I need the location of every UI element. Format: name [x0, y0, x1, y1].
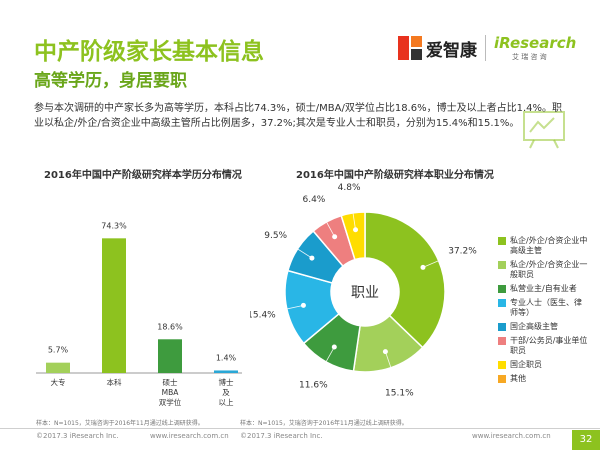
slice-value-label: 11.6%	[299, 381, 328, 391]
leader-line	[385, 351, 396, 382]
slice-marker	[331, 344, 337, 350]
slice-value-label: 4.8%	[338, 183, 361, 193]
footer-copyright-left: ©2017.3 iResearch Inc.	[36, 432, 119, 440]
legend-label: 私企/外企/合资企业一般职员	[510, 260, 588, 279]
pie-legend: 私企/外企/合资企业中高级主管 私企/外企/合资企业一般职员私营业主/自有业者专业…	[498, 236, 588, 388]
footer-copyright-right: ©2017.3 iResearch Inc.	[240, 432, 323, 440]
bar-category-label: 以上	[219, 398, 234, 407]
footer-url-right: www.iresearch.com.cn	[472, 432, 551, 440]
chalkboard-icon	[523, 111, 565, 149]
legend-item: 干部/公务员/事业单位职员	[498, 336, 588, 356]
page-number: 32	[572, 430, 600, 450]
occupation-donut-chart: 37.2% 15.1% 11.6% 15.4% 9.5% 6.4% 4.8% 职业	[250, 183, 477, 398]
bar-value-label: 18.6%	[157, 322, 183, 331]
bar-category-label: MBA	[162, 388, 180, 397]
legend-swatch	[498, 237, 506, 245]
leader-line	[422, 254, 452, 268]
bar-category-label: 本科	[107, 377, 122, 387]
bar-category-label: 及	[222, 388, 230, 397]
legend-swatch	[498, 323, 506, 331]
slice-marker	[332, 234, 338, 240]
slice-value-label: 37.2%	[448, 247, 477, 257]
legend-swatch	[498, 285, 506, 293]
brand-logo-text: 爱智康	[426, 40, 477, 61]
donut-slice	[340, 211, 366, 261]
leader-line	[318, 346, 335, 375]
description-text: 参与本次调研的中产家长多为高等学历，本科占比74.3%，硕士/MBA/双学位占比…	[34, 103, 563, 129]
page-title: 中产阶级家长基本信息	[34, 39, 264, 65]
bar-category-label: 博士	[219, 377, 234, 387]
bar-category-label: 双学位	[159, 397, 182, 407]
legend-label: 国企高级主管	[510, 322, 558, 331]
bar-value-label: 1.4%	[216, 353, 237, 362]
bar-value-label: 5.7%	[48, 346, 69, 355]
slice-value-label: 15.4%	[250, 310, 276, 320]
legend-swatch	[498, 361, 506, 369]
donut-slice	[364, 211, 446, 349]
bar-chart-title: 2016年中国中产阶级研究样本学历分布情况	[44, 170, 242, 181]
bar	[46, 362, 70, 373]
footer-url-left: www.iresearch.com.cn	[150, 432, 229, 440]
donut-hole	[333, 260, 397, 324]
legend-label: 私企/外企/合资企业中高级主管	[510, 236, 588, 255]
legend-swatch	[498, 337, 506, 345]
bar	[102, 238, 126, 373]
page-subtitle: 高等学历，身居要职	[34, 71, 187, 91]
footer-divider	[0, 428, 600, 429]
brand-logo-icon	[398, 36, 422, 60]
legend-item: 私营业主/自有业者	[498, 284, 588, 294]
slice-value-label: 9.5%	[264, 231, 287, 241]
bar-category-label: 大专	[51, 377, 66, 387]
bar-value-label: 74.3%	[101, 221, 127, 230]
bar	[158, 339, 182, 373]
leader-line	[350, 199, 356, 230]
legend-item: 专业人士（医生、律师等）	[498, 298, 588, 318]
legend-label: 其他	[510, 374, 526, 383]
leader-line	[273, 304, 304, 313]
leader-line	[285, 241, 313, 259]
legend-item: 其他	[498, 374, 588, 384]
legend-item: 私企/外企/合资企业一般职员	[498, 260, 588, 280]
partner-logo-sub: 艾 瑞 咨 询	[512, 53, 547, 61]
bar-category-label: 硕士	[163, 377, 178, 387]
logo-area: 爱智康 iResearch 艾 瑞 咨 询	[398, 34, 576, 62]
legend-swatch	[498, 375, 506, 383]
bar-source-note: 样本：N=1015，艾瑞咨询于2016年11月通过线上调研获得。	[36, 420, 204, 427]
donut-center-label: 职业	[351, 285, 379, 301]
leader-line	[319, 209, 336, 237]
legend-label: 专业人士（医生、律师等）	[510, 298, 582, 317]
pie-source-note: 样本：N=1015，艾瑞咨询于2016年11月通过线上调研获得。	[240, 420, 408, 427]
legend-item: 私企/外企/合资企业中高级主管	[498, 236, 588, 256]
slice-value-label: 6.4%	[302, 195, 325, 205]
legend-swatch	[498, 261, 506, 269]
legend-item: 国企高级主管	[498, 322, 588, 332]
legend-label: 国企职员	[510, 360, 542, 369]
legend-label: 干部/公务员/事业单位职员	[510, 336, 588, 355]
pie-chart-title: 2016年中国中产阶级研究样本职业分布情况	[296, 170, 494, 181]
legend-swatch	[498, 299, 506, 307]
partner-logo-text: iResearch	[494, 34, 577, 52]
slice-value-label: 15.1%	[385, 388, 414, 398]
legend-item: 国企职员	[498, 360, 588, 370]
legend-label: 私营业主/自有业者	[510, 284, 577, 293]
bar	[214, 370, 238, 373]
